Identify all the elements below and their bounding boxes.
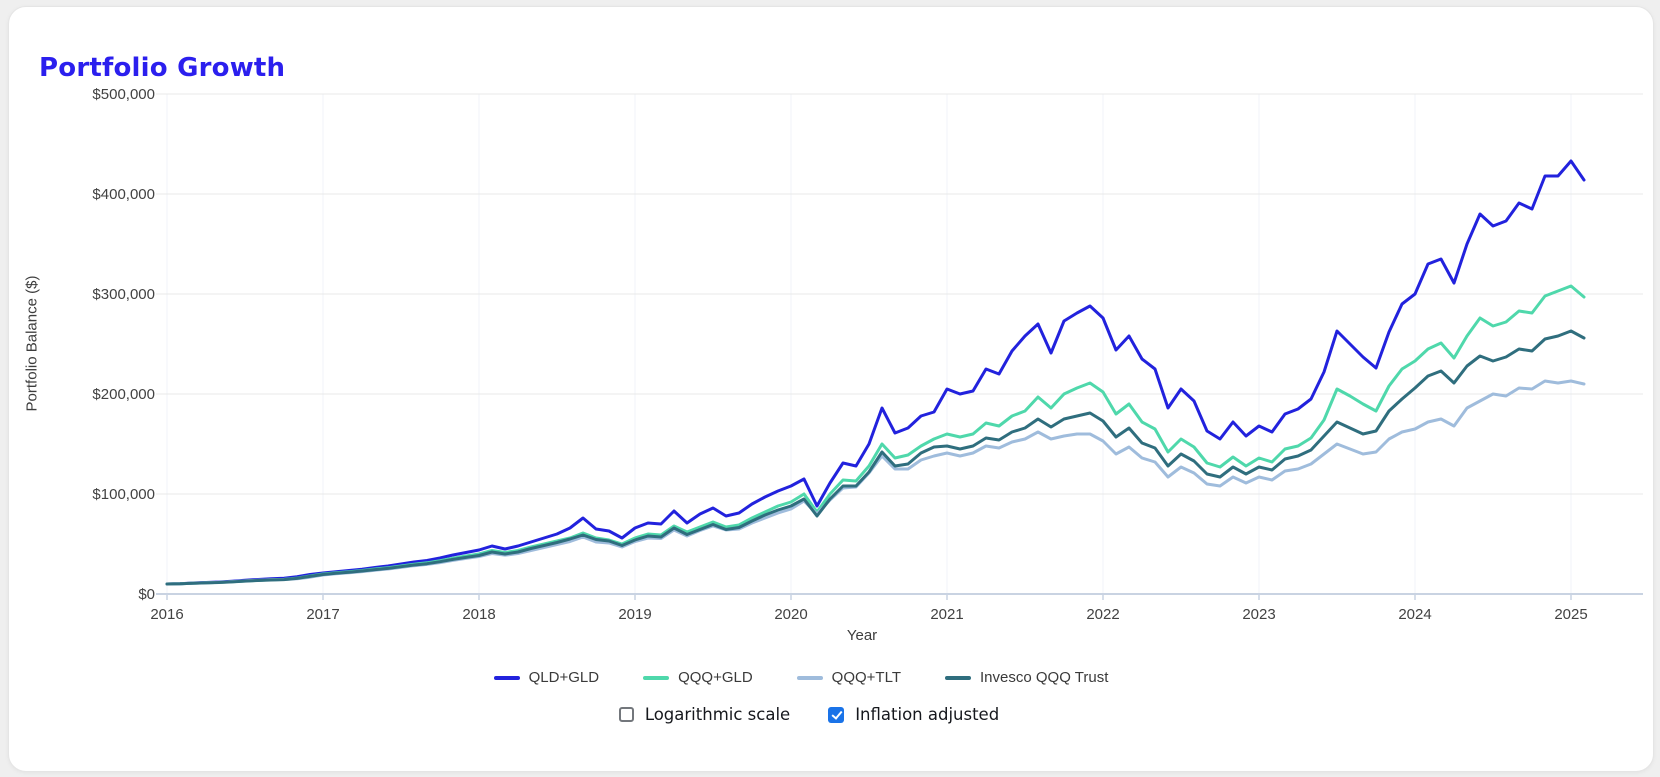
svg-text:2017: 2017: [306, 606, 339, 623]
legend-item-qqq-tlt[interactable]: QQQ+TLT: [796, 669, 901, 686]
svg-text:$400,000: $400,000: [92, 186, 155, 203]
svg-text:$200,000: $200,000: [92, 386, 155, 403]
legend-item-invesco-qqq-trust[interactable]: Invesco QQQ Trust: [945, 669, 1108, 686]
legend-item-qld-gld[interactable]: QLD+GLD: [493, 669, 600, 686]
logarithmic-scale-label: Logarithmic scale: [644, 705, 791, 724]
portfolio-growth-chart[interactable]: 2016 2017 2018 2019 2020 2021 2022 2023 2024 2025…: [9, 7, 1653, 771]
svg-text:$300,000: $300,000: [92, 286, 155, 303]
legend-label: Invesco QQQ Trust: [980, 669, 1109, 686]
legend-label: QQQ+GLD: [678, 669, 753, 686]
portfolio-growth-card: Portfolio Growth Portfolio Balance ($) 2…: [8, 6, 1654, 772]
inflation-adjusted-control[interactable]: Inflation adjusted: [828, 705, 999, 724]
inflation-adjusted-checkbox[interactable]: [828, 706, 845, 723]
logarithmic-scale-checkbox[interactable]: [618, 707, 634, 722]
svg-text:2025: 2025: [1554, 606, 1587, 623]
svg-text:2021: 2021: [930, 606, 963, 623]
x-axis-title: Year: [846, 627, 878, 644]
chart-plot-area[interactable]: 2016 2017 2018 2019 2020 2021 2022 2023 2024 2025…: [9, 7, 1653, 771]
svg-text:2024: 2024: [1398, 606, 1431, 623]
chart-controls: Logarithmic scale Inflation adjusted: [9, 705, 1609, 724]
svg-text:2022: 2022: [1086, 606, 1119, 623]
svg-text:2019: 2019: [618, 606, 651, 623]
legend-swatch-qqq-gld: [643, 675, 670, 680]
legend-swatch-qld-gld: [493, 675, 520, 680]
svg-text:2020: 2020: [774, 606, 807, 623]
chart-legend: QLD+GLD QQQ+GLD QQQ+TLT Invesco QQQ Trus…: [9, 669, 1593, 686]
logarithmic-scale-control[interactable]: Logarithmic scale: [618, 705, 791, 724]
svg-text:2018: 2018: [462, 606, 495, 623]
svg-text:$100,000: $100,000: [92, 486, 155, 503]
legend-swatch-invesco-qqq-trust: [945, 675, 971, 680]
inflation-adjusted-label: Inflation adjusted: [855, 705, 1000, 724]
legend-label: QLD+GLD: [528, 669, 600, 686]
svg-text:2016: 2016: [150, 606, 183, 623]
svg-text:$500,000: $500,000: [92, 86, 155, 103]
legend-swatch-qqq-tlt: [796, 675, 823, 680]
legend-item-qqq-gld[interactable]: QQQ+GLD: [643, 669, 753, 686]
svg-text:$0: $0: [138, 586, 155, 603]
legend-label: QQQ+TLT: [831, 669, 901, 686]
page-title: Portfolio Growth: [39, 52, 286, 83]
svg-text:2023: 2023: [1242, 606, 1275, 623]
